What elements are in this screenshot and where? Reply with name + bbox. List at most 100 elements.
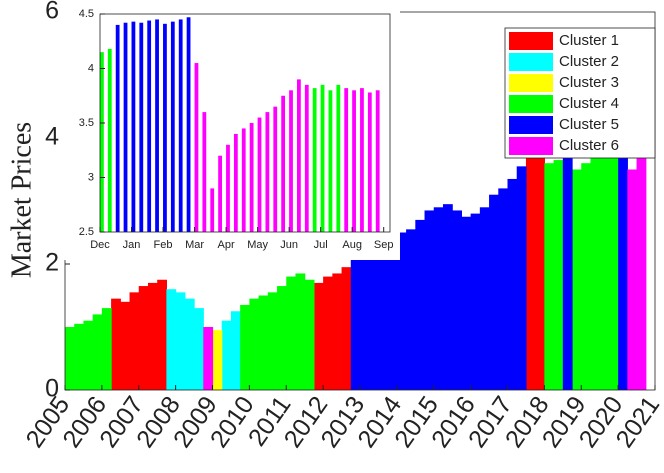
legend-swatch xyxy=(509,32,553,50)
y-tick-label: 3 xyxy=(88,171,94,183)
bar xyxy=(360,245,370,390)
legend-swatch xyxy=(509,53,553,71)
bar xyxy=(470,213,481,390)
y-tick-label: 6 xyxy=(45,0,59,25)
bar xyxy=(100,52,104,233)
bar xyxy=(618,112,628,391)
bar xyxy=(461,216,472,390)
bar xyxy=(138,286,149,390)
bar xyxy=(139,22,144,232)
bar xyxy=(369,235,380,390)
bar xyxy=(166,289,177,390)
bar xyxy=(304,84,309,232)
y-tick-label: 4 xyxy=(88,62,94,74)
bar xyxy=(352,90,356,232)
x-tick-label: Jan xyxy=(123,239,141,251)
bar xyxy=(289,90,293,232)
y-tick-label: 4.5 xyxy=(79,8,94,20)
x-tick-label: Apr xyxy=(218,239,235,251)
x-tick-label: Jul xyxy=(314,239,328,251)
bar xyxy=(415,219,426,390)
bar xyxy=(313,282,324,390)
bar xyxy=(350,257,361,390)
bar xyxy=(516,166,527,390)
bar xyxy=(202,112,207,232)
bar xyxy=(155,19,159,233)
bar xyxy=(115,24,120,233)
bar xyxy=(147,282,158,390)
bar xyxy=(535,153,545,390)
legend-label: Cluster 2 xyxy=(559,53,619,70)
bar xyxy=(581,163,592,390)
y-tick-label: 3.5 xyxy=(79,117,94,129)
bar xyxy=(178,19,183,233)
legend-swatch xyxy=(509,116,553,134)
bar xyxy=(170,21,175,232)
bar xyxy=(328,90,333,232)
bar xyxy=(131,21,136,232)
bar xyxy=(281,95,286,232)
bar xyxy=(120,301,131,390)
y-tick-label: 4 xyxy=(45,123,59,151)
bar xyxy=(203,327,214,390)
legend-label: Cluster 6 xyxy=(559,137,619,154)
legend-label: Cluster 4 xyxy=(559,95,619,112)
bar xyxy=(240,304,250,390)
legend-label: Cluster 1 xyxy=(559,32,619,49)
bar xyxy=(378,235,389,390)
bar xyxy=(175,292,186,390)
bar xyxy=(249,123,254,232)
bar xyxy=(83,320,94,390)
bar xyxy=(562,156,573,390)
bar xyxy=(312,88,317,233)
bar xyxy=(627,169,638,390)
bar xyxy=(489,194,499,390)
bar xyxy=(65,327,75,390)
bar xyxy=(341,267,352,390)
bar xyxy=(147,20,152,233)
bar xyxy=(320,84,325,232)
bar xyxy=(323,276,333,390)
bar xyxy=(572,169,582,390)
bar xyxy=(74,323,85,390)
bar xyxy=(157,279,168,390)
y-tick-label: 0 xyxy=(45,375,59,403)
legend-label: Cluster 5 xyxy=(559,116,619,133)
bar xyxy=(396,232,407,390)
x-tick-label: Sep xyxy=(374,239,394,251)
bar xyxy=(277,286,287,390)
bar xyxy=(267,292,278,390)
bar xyxy=(241,128,246,232)
bar xyxy=(194,63,199,232)
bar xyxy=(452,210,463,390)
y-tick-label: 2 xyxy=(45,249,59,277)
bar xyxy=(163,23,167,233)
bar xyxy=(186,17,191,232)
x-tick-label: Mar xyxy=(185,239,204,251)
bar xyxy=(123,22,128,232)
x-tick-label: May xyxy=(247,239,268,251)
legend-swatch xyxy=(509,137,553,155)
x-tick-label: Feb xyxy=(154,239,173,251)
bar xyxy=(498,188,509,390)
bar xyxy=(221,320,232,390)
x-tick-label: Dec xyxy=(90,239,110,251)
bar xyxy=(479,207,490,390)
bar xyxy=(304,279,315,390)
bar xyxy=(218,155,222,232)
bar xyxy=(286,276,297,390)
bar xyxy=(297,79,301,233)
bar xyxy=(230,311,241,390)
bar xyxy=(525,156,536,390)
bar xyxy=(92,314,103,390)
y-tick-label: 2.5 xyxy=(79,226,94,238)
bar xyxy=(212,330,223,390)
bar xyxy=(424,210,435,390)
bar xyxy=(590,156,601,390)
bar xyxy=(336,84,341,232)
bar xyxy=(295,273,306,390)
bar xyxy=(226,144,230,232)
legend-swatch xyxy=(509,74,553,92)
bar xyxy=(544,163,555,390)
